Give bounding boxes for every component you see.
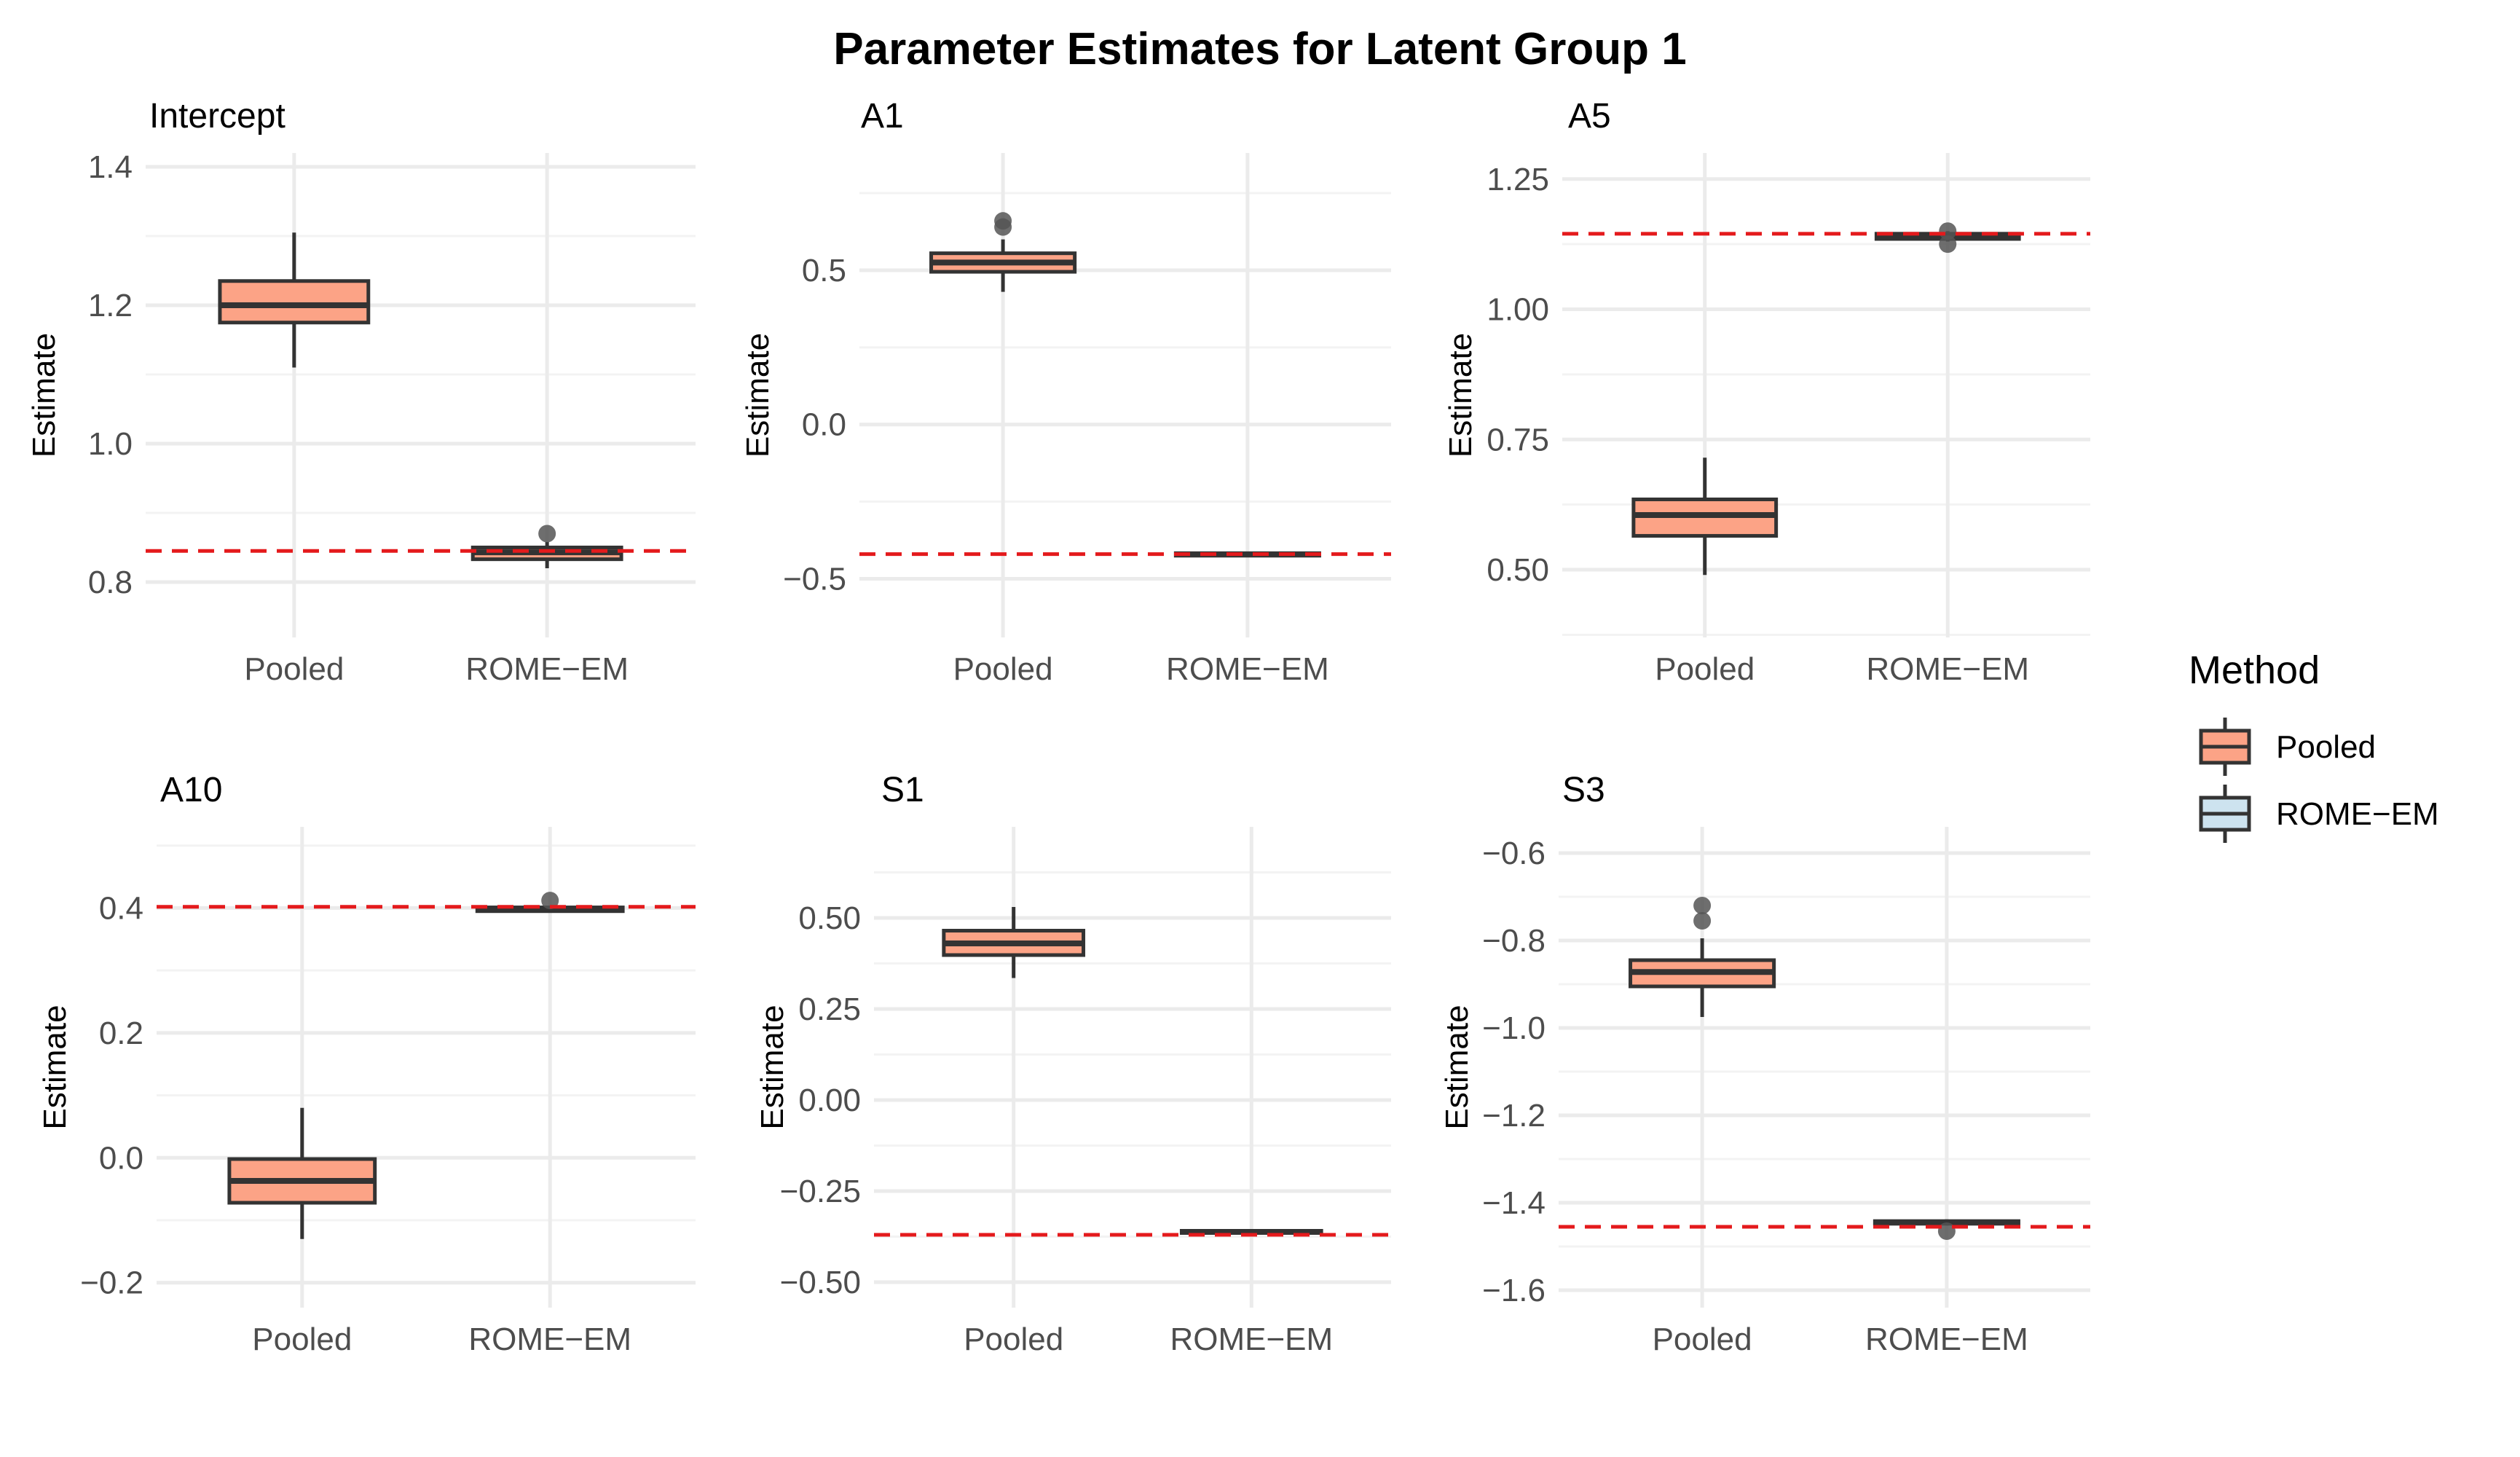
legend-items: Pooled ROME−EM	[2199, 718, 2439, 843]
x-tick-label: ROME−EM	[465, 651, 629, 687]
y-tick-label: −0.25	[780, 1174, 861, 1209]
y-tick-label: −1.0	[1482, 1010, 1546, 1046]
y-tick-label: 0.5	[802, 253, 846, 288]
panel-title: A10	[160, 771, 222, 809]
x-tick-label: ROME−EM	[1865, 1321, 2028, 1357]
y-tick-label: 1.4	[88, 149, 133, 185]
x-tick-label: Pooled	[1655, 651, 1755, 687]
y-tick-label: 0.00	[798, 1083, 861, 1118]
x-tick-label: ROME−EM	[468, 1321, 631, 1357]
x-tick-label: Pooled	[953, 651, 1053, 687]
x-tick-label: Pooled	[252, 1321, 352, 1357]
panel-title: A1	[861, 97, 904, 136]
legend-entry-romeem: ROME−EM	[2199, 785, 2439, 843]
box-pooled	[1631, 457, 1779, 576]
outlier-point	[538, 525, 556, 543]
x-tick-label: ROME−EM	[1166, 651, 1329, 687]
y-tick-label: 0.8	[88, 565, 133, 600]
y-tick-label: 0.4	[99, 890, 143, 926]
box-romeem	[1873, 1219, 2020, 1240]
y-tick-label: −1.2	[1482, 1098, 1546, 1134]
panel-s1: −0.50 −0.25 0.00 0.25 0.50 S1 Estimate Pooled RO…	[755, 771, 1391, 1357]
y-tick-label: −0.8	[1482, 923, 1546, 959]
y-tick-label: 0.25	[798, 991, 861, 1027]
box-romeem	[1173, 551, 1321, 558]
x-tick-label: ROME−EM	[1170, 1321, 1333, 1357]
y-tick-label: −0.5	[783, 562, 846, 597]
box-pooled	[218, 232, 371, 368]
legend-label: Pooled	[2276, 729, 2376, 765]
legend-title: Method	[2189, 648, 2320, 692]
y-tick-label: 1.2	[88, 288, 133, 323]
panel-s3: −1.6 −1.4 −1.2 −1.0 −0.8 −0.6 S3 Estimate Pooled…	[1439, 771, 2090, 1357]
box-romeem	[470, 525, 623, 568]
y-tick-label: −0.6	[1482, 836, 1546, 871]
legend-entry-pooled: Pooled	[2199, 718, 2376, 776]
y-axis-label: Estimate	[740, 333, 776, 457]
outlier-point	[994, 212, 1012, 230]
y-tick-label: 1.25	[1487, 162, 1549, 197]
box-pooled	[929, 212, 1077, 292]
panel-a1: −0.5 0.0 0.5 A1 Estimate Pooled ROME−EM	[740, 97, 1391, 687]
panel-title: Intercept	[149, 97, 286, 136]
box-romeem	[475, 892, 625, 914]
panel-a5: 0.50 0.75 1.00 1.25 A5 Estimate Pooled ROME−EM	[1443, 97, 2090, 687]
y-tick-label: −1.6	[1482, 1273, 1546, 1308]
outlier-point	[1939, 235, 1957, 254]
y-tick-label: −0.50	[780, 1265, 861, 1300]
y-tick-label: 0.50	[798, 900, 861, 936]
legend-label: ROME−EM	[2276, 796, 2439, 832]
y-tick-label: 0.75	[1487, 422, 1549, 457]
y-axis-label: Estimate	[26, 333, 62, 457]
box-pooled	[227, 1107, 377, 1239]
x-tick-label: Pooled	[244, 651, 344, 687]
outlier-point	[1693, 912, 1712, 930]
y-axis-label: Estimate	[755, 1005, 790, 1129]
y-tick-label: −1.4	[1482, 1185, 1546, 1221]
y-axis-label: Estimate	[1439, 1005, 1475, 1129]
y-axis-label: Estimate	[37, 1005, 73, 1129]
outlier-point	[1937, 1222, 1956, 1240]
panel-title: A5	[1568, 97, 1611, 136]
panel-title: S1	[881, 771, 924, 809]
box-pooled	[942, 907, 1086, 978]
outlier-point	[1939, 222, 1957, 240]
x-tick-label: ROME−EM	[1866, 651, 2029, 687]
y-tick-label: 0.0	[802, 407, 846, 443]
y-tick-label: 0.2	[99, 1016, 143, 1051]
panel-intercept: 0.8 1.0 1.2 1.4 Intercept Estimate Pooled ROME−…	[26, 97, 696, 687]
y-axis-label: Estimate	[1443, 333, 1478, 457]
outlier-point	[541, 892, 559, 910]
panel-title: S3	[1562, 771, 1605, 809]
legend: Method Pooled ROME−EM	[2189, 648, 2439, 843]
chart-title: Parameter Estimates for Latent Group 1	[833, 24, 1686, 74]
x-tick-label: Pooled	[1653, 1321, 1752, 1357]
y-tick-label: −0.2	[80, 1265, 143, 1301]
panels: 0.8 1.0 1.2 1.4 Intercept Estimate Pooled ROME−…	[26, 97, 2090, 1357]
y-tick-label: 0.50	[1487, 552, 1549, 588]
box-pooled	[1629, 897, 1776, 1017]
outlier-point	[1693, 897, 1712, 914]
y-tick-label: 0.0	[99, 1140, 143, 1176]
y-tick-label: 1.00	[1487, 292, 1549, 328]
box-romeem	[1874, 222, 2021, 254]
x-tick-label: Pooled	[964, 1321, 1063, 1357]
panel-a10: −0.2 0.0 0.2 0.4 A10 Estimate Pooled ROME−EM	[37, 771, 696, 1357]
box-body	[218, 279, 371, 325]
y-tick-label: 1.0	[88, 426, 133, 462]
